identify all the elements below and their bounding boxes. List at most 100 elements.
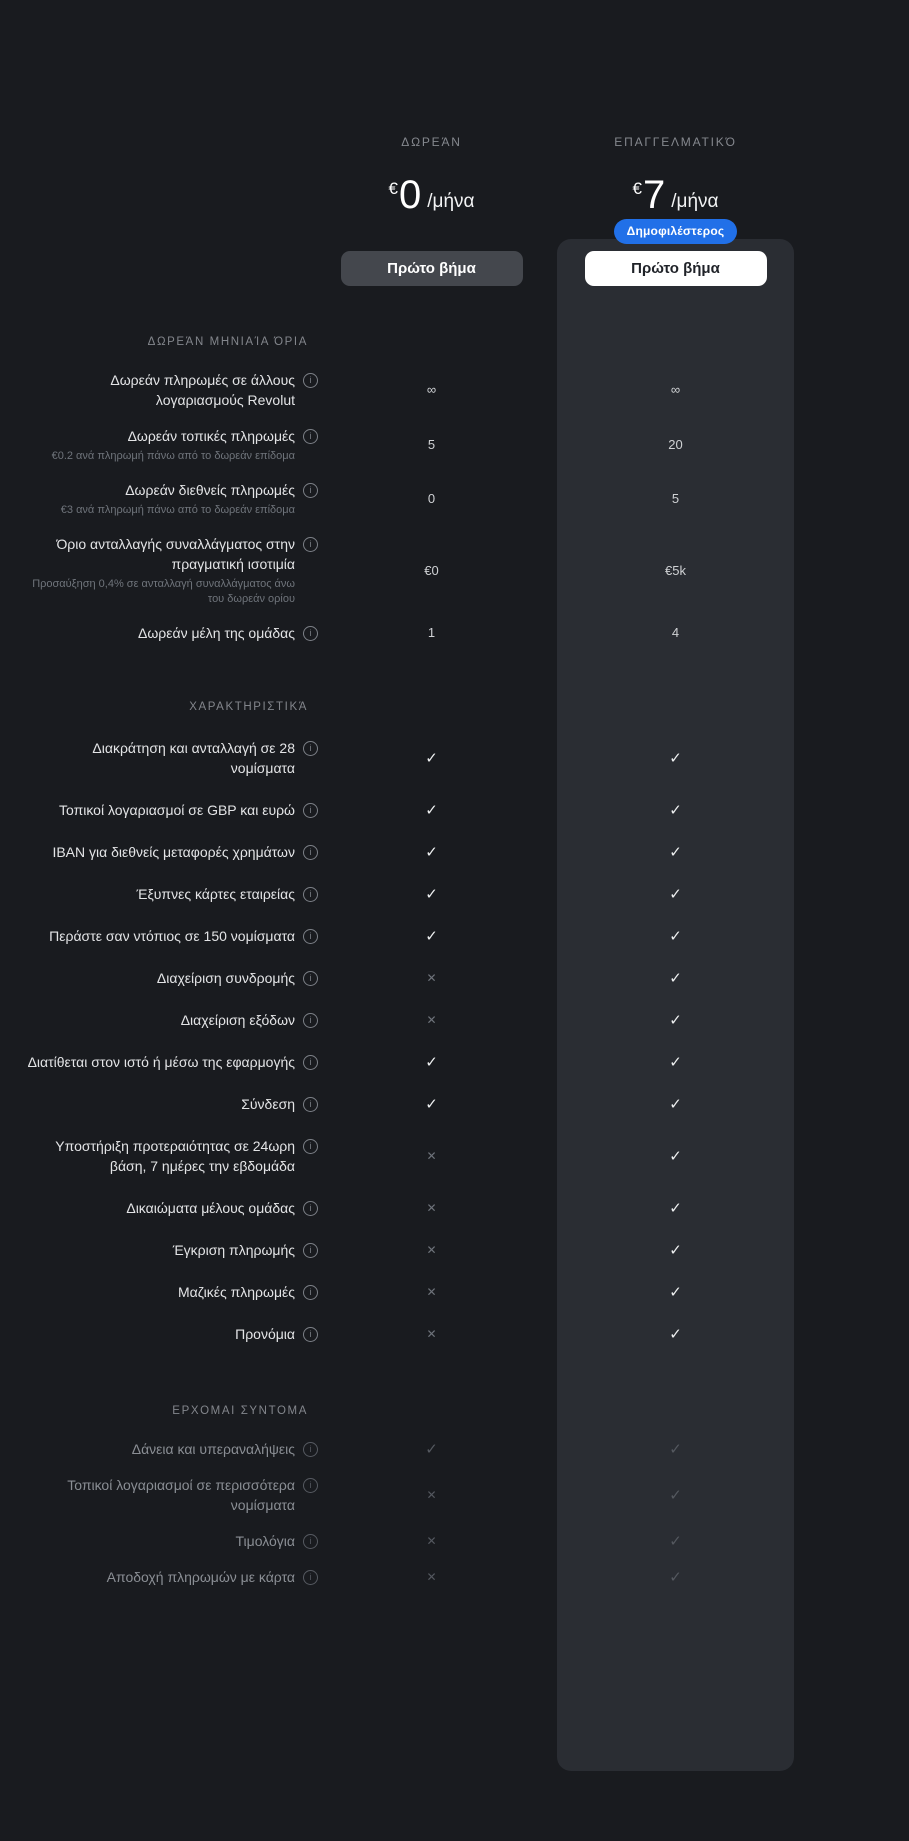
check-icon: ✓ [669, 885, 682, 903]
cross-icon: ✕ [426, 1534, 437, 1548]
check-icon: ✓ [669, 801, 682, 819]
feature-value-business: ✓ [557, 1053, 794, 1072]
feature-value-free: ✓ [318, 749, 545, 768]
feature-value-free: 5 [318, 436, 545, 454]
feature-label-cell: Τιμολόγια i [0, 1531, 318, 1551]
check-icon: ✓ [669, 927, 682, 945]
pricing-comparison: Δημοφιλέστερος ΔΩΡΕΆΝ ΕΠΑΓΓΕΛΜΑΤΙΚΌ € 0 … [0, 133, 909, 1841]
info-icon[interactable]: i [303, 845, 318, 860]
feature-label-cell: Μαζικές πληρωμές i [0, 1282, 318, 1302]
feature-row: Αποδοχή πληρωμών με κάρτα i ✕ ✓ [0, 1559, 909, 1595]
feature-label: Τοπικοί λογαριασμοί σε GBP και ευρώ [58, 802, 295, 818]
feature-value-business: ✓ [557, 969, 794, 988]
price-business: € 7 /μήνα [557, 175, 794, 215]
plan-name-business: ΕΠΑΓΓΕΛΜΑΤΙΚΌ [614, 135, 737, 149]
info-icon[interactable]: i [303, 1139, 318, 1154]
section-1: ΧΑΡΑΚΤΗΡΙΣΤΙΚΆ Διακράτηση και ανταλλαγή σ… [0, 701, 909, 1355]
info-icon[interactable]: i [303, 483, 318, 498]
feature-row: Διαχείριση εξόδων i ✕ ✓ [0, 999, 909, 1041]
feature-row: Διαχείριση συνδρομής i ✕ ✓ [0, 957, 909, 999]
info-icon[interactable]: i [303, 429, 318, 444]
feature-label-cell: Δωρεάν πληρωμές σε άλλους λογαριασμούς R… [0, 370, 318, 410]
check-icon: ✓ [669, 1011, 682, 1029]
info-icon[interactable]: i [303, 1243, 318, 1258]
price-free-amount: 0 [398, 173, 421, 217]
info-icon[interactable]: i [303, 803, 318, 818]
check-icon: ✓ [425, 1053, 438, 1071]
feature-value-business: ✓ [557, 1568, 794, 1587]
cross-icon: ✕ [426, 971, 437, 985]
feature-label: Προνόμια [235, 1326, 295, 1342]
feature-value-free: ✕ [318, 1147, 545, 1165]
popular-badge-container: Δημοφιλέστερος [557, 219, 794, 244]
highlighted-plan-card [557, 239, 794, 1771]
info-icon[interactable]: i [303, 1327, 318, 1342]
info-icon[interactable]: i [303, 626, 318, 641]
info-icon[interactable]: i [303, 887, 318, 902]
feature-value-business: €5k [557, 562, 794, 580]
feature-row: Όριο ανταλλαγής συναλλάγματος στην πραγμ… [0, 526, 909, 615]
check-icon: ✓ [669, 1283, 682, 1301]
info-icon[interactable]: i [303, 1534, 318, 1549]
info-icon[interactable]: i [303, 1055, 318, 1070]
feature-row: IBAN για διεθνείς μεταφορές χρημάτων i ✓ ✓ [0, 831, 909, 873]
feature-label: Τοπικοί λογαριασμοί σε περισσότερα νομίσ… [67, 1477, 295, 1513]
section-header-row: ΧΑΡΑΚΤΗΡΙΣΤΙΚΆ [0, 701, 909, 713]
check-icon: ✓ [425, 885, 438, 903]
feature-label: Δωρεάν μέλη της ομάδας [138, 625, 295, 641]
section-header-cell: ΔΩΡΕΆΝ ΜΗΝΙΑΊΑ ΌΡΙΑ [0, 336, 318, 348]
feature-label: Διαχείριση συνδρομής [156, 970, 295, 986]
feature-value-free: ✕ [318, 1199, 545, 1217]
price-free-currency: € [388, 179, 398, 198]
info-icon[interactable]: i [303, 1442, 318, 1457]
feature-value-free: ✓ [318, 885, 545, 904]
info-icon[interactable]: i [303, 373, 318, 388]
feature-value-business: ✓ [557, 1241, 794, 1260]
feature-value-free: ✕ [318, 1568, 545, 1586]
cross-icon: ✕ [426, 1327, 437, 1341]
feature-value-business: ✓ [557, 1325, 794, 1344]
check-icon: ✓ [425, 1440, 438, 1458]
feature-label: Δάνεια και υπεραναλήψεις [131, 1441, 295, 1457]
info-icon[interactable]: i [303, 971, 318, 986]
plan-name-free: ΔΩΡΕΆΝ [401, 135, 462, 149]
feature-row: Δικαιώματα μέλους ομάδας i ✕ ✓ [0, 1187, 909, 1229]
check-icon: ✓ [669, 749, 682, 767]
feature-label-cell: Δωρεάν τοπικές πληρωμές €0.2 ανά πληρωμή … [0, 426, 318, 464]
cross-icon: ✕ [426, 1488, 437, 1502]
check-icon: ✓ [669, 1053, 682, 1071]
info-icon[interactable]: i [303, 929, 318, 944]
feature-row: Δωρεάν μέλη της ομάδας i 1 4 [0, 615, 909, 651]
feature-value-business: 5 [557, 490, 794, 508]
feature-value-business: ✓ [557, 1532, 794, 1551]
feature-label: Τιμολόγια [235, 1533, 295, 1549]
check-icon: ✓ [425, 1095, 438, 1113]
section-2: ΕΡΧΟΜΑΙ ΣΥΝΤΟΜΑ Δάνεια και υπεραναλήψεις i… [0, 1405, 909, 1595]
feature-value-free: ✓ [318, 927, 545, 946]
price-business-amount: 7 [642, 173, 665, 217]
info-icon[interactable]: i [303, 1201, 318, 1216]
check-icon: ✓ [669, 1241, 682, 1259]
feature-value-free: ✕ [318, 1325, 545, 1343]
feature-label: Έξυπνες κάρτες εταιρείας [136, 886, 295, 902]
feature-value-free: ✓ [318, 801, 545, 820]
info-icon[interactable]: i [303, 1097, 318, 1112]
info-icon[interactable]: i [303, 537, 318, 552]
feature-row: Τοπικοί λογαριασμοί σε περισσότερα νομίσ… [0, 1467, 909, 1523]
feature-value-free: ✕ [318, 1486, 545, 1504]
feature-label: Σύνδεση [241, 1096, 295, 1112]
section-title: ΧΑΡΑΚΤΗΡΙΣΤΙΚΆ [189, 701, 308, 713]
info-icon[interactable]: i [303, 1285, 318, 1300]
info-icon[interactable]: i [303, 741, 318, 756]
feature-row: Περάστε σαν ντόπιος σε 150 νομίσματα i ✓ ✓ [0, 915, 909, 957]
get-started-button-free[interactable]: Πρώτο βήμα [340, 251, 523, 286]
popular-badge: Δημοφιλέστερος [613, 219, 738, 244]
info-icon[interactable]: i [303, 1013, 318, 1028]
feature-value-business: ✓ [557, 927, 794, 946]
get-started-button-business[interactable]: Πρώτο βήμα [584, 251, 767, 286]
feature-label: Δικαιώματα μέλους ομάδας [126, 1200, 295, 1216]
feature-label-cell: Δωρεάν διεθνείς πληρωμές €3 ανά πληρωμή π… [0, 480, 318, 518]
info-icon[interactable]: i [303, 1570, 318, 1585]
info-icon[interactable]: i [303, 1478, 318, 1493]
check-icon: ✓ [669, 1147, 682, 1165]
